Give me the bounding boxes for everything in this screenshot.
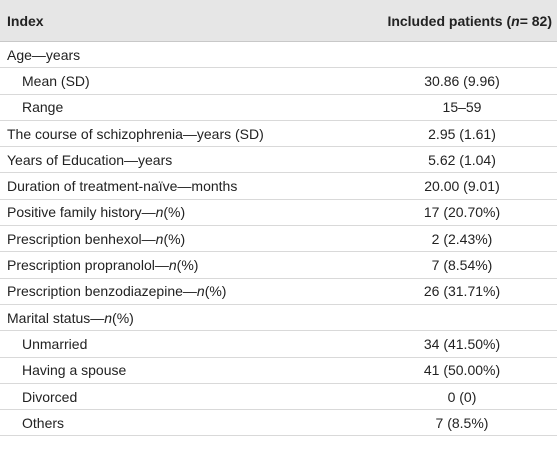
text-run: n	[196, 283, 205, 300]
text-run: (%)	[176, 257, 199, 274]
row: Prescription benzodiazepine— n (%) 26 (31.…	[0, 279, 557, 305]
row-value: 41 (50.00%)	[423, 362, 501, 379]
text-run: n	[511, 12, 520, 29]
text-run: n	[104, 309, 113, 326]
row-label: Age—years	[7, 42, 80, 67]
text-run: Included patients (	[387, 12, 512, 29]
row: Duration of treatment-naïve—months 20.00 …	[0, 174, 557, 200]
row-label: Duration of treatment-naïve—months	[7, 174, 237, 199]
header-value: Included patients (n = 82)	[372, 0, 552, 41]
sub-row: Having a spouse 41 (50.00%)	[0, 358, 557, 384]
sub-row: Range 15–59	[0, 95, 557, 121]
row-label: Range	[22, 95, 63, 120]
text-run: Mean (SD)	[22, 72, 90, 89]
text-run: (%)	[204, 283, 227, 300]
text-run: = 82)	[519, 12, 552, 29]
row-label: Mean (SD)	[22, 68, 90, 93]
row-value: 2 (2.43%)	[431, 230, 493, 247]
text-run: n	[168, 257, 177, 274]
row-value: 20.00 (9.01)	[424, 178, 500, 195]
text-run: n	[155, 230, 164, 247]
row: Years of Education—years 5.62 (1.04)	[0, 147, 557, 174]
row-value: 7 (8.54%)	[431, 257, 493, 274]
row-label: Unmarried	[22, 331, 87, 356]
row-label: The course of schizophrenia—years (SD)	[7, 121, 264, 146]
text-run: Positive family history—	[7, 204, 156, 221]
text-run: Duration of treatment-naïve—months	[7, 178, 238, 195]
row-label: Years of Education—years	[7, 147, 172, 172]
row-value: 34 (41.50%)	[423, 335, 501, 352]
text-run: Prescription benhexol—	[7, 230, 156, 247]
row-value: 2.95 (1.61)	[428, 125, 496, 142]
text-run: Prescription benzodiazepine—	[7, 283, 197, 300]
text-run: Index	[7, 12, 44, 29]
row-label: Prescription propranolol— n (%)	[7, 252, 198, 277]
row-label: Marital status— n (%)	[7, 305, 134, 330]
text-run: (%)	[112, 309, 134, 326]
text-run: Years of Education—years	[7, 151, 173, 168]
text-run: Marital status—	[7, 309, 105, 326]
text-run: The course of schizophrenia—years (SD)	[7, 125, 264, 142]
sub-row: Mean (SD) 30.86 (9.96)	[0, 68, 557, 95]
row-value: 30.86 (9.96)	[424, 72, 500, 89]
row-value: 26 (31.71%)	[423, 283, 501, 300]
text-run: (%)	[163, 230, 186, 247]
row-value: 7 (8.5%)	[435, 414, 489, 431]
text-run: Unmarried	[22, 335, 88, 352]
row-label: Positive family history— n (%)	[7, 200, 185, 225]
text-run: Divorced	[22, 388, 78, 405]
text-run: n	[155, 204, 164, 221]
sub-row: Divorced 0 (0)	[0, 384, 557, 411]
row-value: 15–59	[442, 99, 482, 116]
text-run: (%)	[163, 204, 186, 221]
text-run: Age—years	[7, 46, 81, 63]
header-index: Index	[7, 0, 44, 41]
row: Age—years	[0, 42, 557, 69]
text-run: Prescription propranolol—	[7, 257, 169, 274]
sub-row: Others 7 (8.5%)	[0, 410, 557, 437]
sub-row: Unmarried 34 (41.50%)	[0, 331, 557, 358]
row-value: 5.62 (1.04)	[428, 151, 496, 168]
text-run: Having a spouse	[22, 362, 127, 379]
row: Prescription benhexol— n (%) 2 (2.43%)	[0, 226, 557, 253]
row-label: Others	[22, 410, 64, 435]
text-run: Range	[22, 99, 64, 116]
row: The course of schizophrenia—years (SD) 2.…	[0, 121, 557, 148]
row: Prescription propranolol— n (%) 7 (8.54%)	[0, 252, 557, 279]
row-value: 17 (20.70%)	[423, 204, 501, 221]
row-label: Having a spouse	[22, 358, 126, 383]
row-label: Divorced	[22, 384, 77, 409]
row: Positive family history— n (%) 17 (20.70%)	[0, 200, 557, 227]
header-row: Index Included patients (n = 82)	[0, 0, 557, 42]
text-run: Others	[22, 414, 65, 431]
row-label: Prescription benzodiazepine— n (%)	[7, 279, 226, 304]
row-label: Prescription benhexol— n (%)	[7, 226, 185, 251]
row: Marital status— n (%)	[0, 305, 557, 332]
row-value: 0 (0)	[447, 388, 477, 405]
